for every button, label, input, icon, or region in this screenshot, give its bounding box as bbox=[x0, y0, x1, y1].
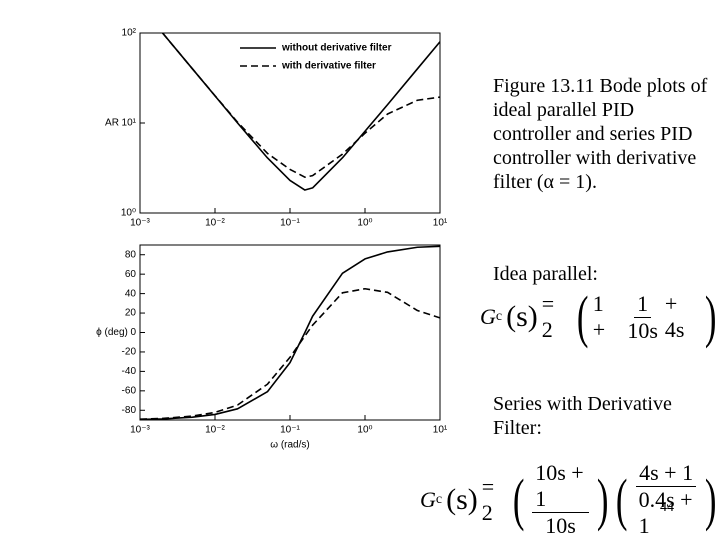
eq-symbol: G bbox=[420, 486, 436, 512]
y-tick-label: -60 bbox=[122, 385, 137, 396]
eq-den: 10s bbox=[545, 513, 576, 538]
eq-den: 10s bbox=[627, 317, 658, 343]
y-tick-label: 10² bbox=[122, 28, 137, 39]
x-tick-label: 10⁰ bbox=[357, 425, 372, 436]
x-tick-label: 10⁰ bbox=[357, 218, 372, 229]
eq-fraction: 10s + 1 10s bbox=[532, 460, 589, 539]
eq-equals: = 2 bbox=[481, 473, 495, 525]
x-tick-label: 10⁻¹ bbox=[280, 425, 300, 436]
x-tick-label: 10⁻² bbox=[205, 425, 225, 436]
y-tick-label: -40 bbox=[122, 366, 137, 377]
eq-num: 1 bbox=[634, 291, 652, 318]
x-tick-label: 10¹ bbox=[433, 218, 448, 229]
eq-equals: = 2 bbox=[541, 291, 555, 342]
bode-figure: 10⁻³ 10⁻² 10⁻¹ 10⁰ 10¹ 10⁰ 10¹ 10² AR without der… bbox=[96, 28, 448, 451]
y-tick-label: 40 bbox=[125, 288, 137, 299]
x-tick-label: 10⁻³ bbox=[130, 425, 150, 436]
eq-arg: (s) bbox=[506, 300, 538, 333]
y-tick-label: 0 bbox=[130, 327, 136, 338]
series-line bbox=[161, 33, 440, 178]
eq-sub: c bbox=[495, 309, 503, 324]
series-line bbox=[140, 287, 440, 420]
eq-arg: (s) bbox=[446, 482, 478, 516]
y-axis-label: AR bbox=[105, 118, 119, 129]
series-label: Series with Derivative Filter: bbox=[493, 393, 672, 439]
eq-paren: ) bbox=[704, 284, 717, 349]
eq-num: 10s + 1 bbox=[532, 460, 589, 513]
eq-term: 1 + bbox=[592, 291, 606, 342]
eq-paren: ) bbox=[704, 466, 717, 532]
figure-caption: Figure 13.11 Bode plots of ideal paralle… bbox=[493, 75, 708, 193]
x-tick-label: 10¹ bbox=[433, 425, 448, 436]
eq-fraction: 4s + 1 0.4s + 1 bbox=[636, 460, 697, 539]
page-number: 44 bbox=[660, 500, 674, 515]
y-tick-label: -20 bbox=[122, 347, 137, 358]
eq-symbol: G bbox=[480, 304, 496, 329]
y-tick-label: 60 bbox=[125, 269, 137, 280]
eq-fraction: 1 10s bbox=[624, 291, 661, 344]
x-tick-label: 10⁻² bbox=[205, 218, 225, 229]
y-tick-label: -80 bbox=[122, 405, 137, 416]
y-tick-label: 10⁰ bbox=[121, 208, 136, 219]
eq-term: + 4s bbox=[664, 291, 685, 342]
x-axis-label: ω (rad/s) bbox=[270, 440, 309, 451]
series-line bbox=[161, 33, 440, 191]
eq-sub: c bbox=[435, 491, 443, 507]
ideal-label: Idea parallel: bbox=[493, 263, 598, 285]
y-axis-label: ϕ (deg) bbox=[96, 327, 128, 338]
eq-den: 0.4s + 1 bbox=[638, 487, 693, 538]
y-tick-label: 20 bbox=[125, 308, 137, 319]
eq-paren: ( bbox=[616, 466, 628, 532]
y-tick-label: 10¹ bbox=[122, 118, 137, 129]
eq-paren: ) bbox=[596, 466, 609, 532]
legend-label: with derivative filter bbox=[281, 61, 376, 72]
x-tick-label: 10⁻¹ bbox=[280, 218, 300, 229]
eq-num: 4s + 1 bbox=[636, 460, 697, 487]
eq-paren: ( bbox=[512, 466, 525, 532]
eq-paren: ( bbox=[577, 284, 589, 349]
plot-frame bbox=[139, 244, 441, 421]
x-tick-label: 10⁻³ bbox=[130, 218, 150, 229]
y-tick-label: 80 bbox=[125, 249, 137, 260]
legend-label: without derivative filter bbox=[281, 43, 392, 54]
series-line bbox=[140, 245, 440, 420]
